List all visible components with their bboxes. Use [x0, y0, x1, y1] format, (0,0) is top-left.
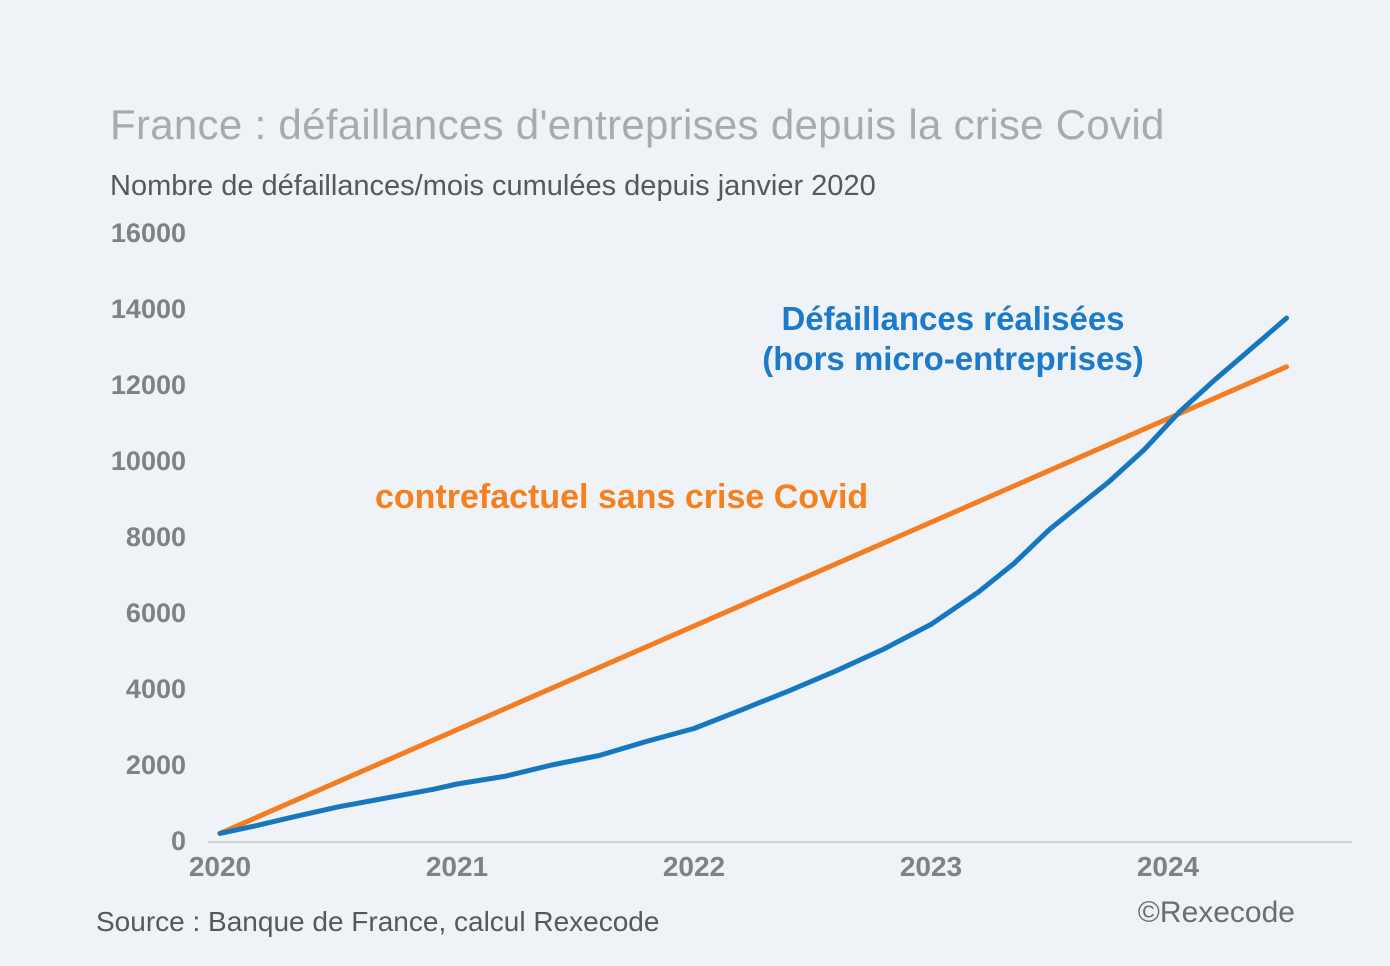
- y-axis-tick-label: 14000: [110, 294, 186, 324]
- x-axis-tick-label: 2023: [899, 851, 963, 882]
- series-label-counterfactual: contrefactuel sans crise Covid: [375, 478, 869, 516]
- source-note: Source : Banque de France, calcul Rexeco…: [96, 906, 660, 937]
- counterfactual-series-line: [217, 364, 1289, 836]
- copyright-note: ©Rexecode: [1137, 896, 1295, 929]
- series-label-realized-line1: Défaillances réalisées: [781, 300, 1125, 337]
- x-axis-tick-label: 2024: [1136, 851, 1200, 882]
- y-axis-tick-label: 16000: [110, 218, 186, 248]
- x-axis-tick-label: 2020: [188, 851, 252, 882]
- y-axis-tick-label: 6000: [125, 598, 186, 628]
- y-axis-tick-label: 0: [170, 826, 186, 856]
- series-label-realized: Défaillances réalisées (hors micro-entre…: [762, 299, 1143, 379]
- x-axis-tick-label: 2022: [662, 851, 726, 882]
- y-axis-tick-label: 4000: [125, 674, 186, 704]
- realized-series-line: [217, 315, 1289, 836]
- chart-subtitle: Nombre de défaillances/mois cumulées dep…: [110, 170, 876, 202]
- chart-title: France : défaillances d'entreprises depu…: [110, 101, 1165, 148]
- y-axis-tick-label: 10000: [110, 446, 186, 476]
- y-axis-tick-label: 8000: [125, 522, 186, 552]
- x-axis-tick-label: 2021: [425, 851, 489, 882]
- series-label-realized-line2: (hors micro-entreprises): [762, 340, 1144, 377]
- y-axis-tick-label: 12000: [110, 370, 186, 400]
- y-axis-tick-label: 2000: [125, 750, 186, 780]
